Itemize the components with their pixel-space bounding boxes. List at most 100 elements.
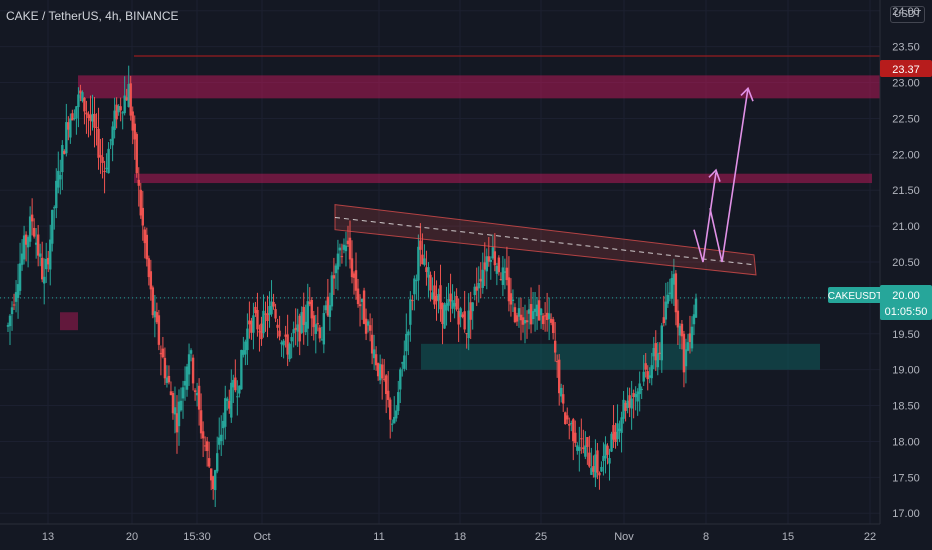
candle-body: [45, 258, 48, 270]
arrowhead-2[interactable]: [740, 86, 754, 102]
candle-body: [558, 359, 561, 394]
candle-body: [399, 369, 402, 390]
candle-body: [419, 240, 422, 250]
arrowhead-1[interactable]: [708, 168, 721, 182]
candle-body: [250, 320, 253, 333]
candle-body: [183, 381, 187, 386]
candle-body: [113, 110, 116, 130]
candle-body: [417, 246, 420, 281]
candle-body: [270, 301, 273, 315]
candle-body: [129, 83, 132, 116]
candle-body: [473, 286, 476, 296]
candle-body: [77, 94, 80, 108]
price-axis[interactable]: 24.00 23.50 23.00 22.50 22.00 21.50 21.00 20.50…: [892, 6, 920, 520]
candle-body: [471, 302, 474, 312]
candle-body: [590, 467, 593, 475]
candle-body: [425, 267, 428, 273]
candle-body: [302, 306, 305, 325]
symbol-title[interactable]: CAKE / TetherUS, 4h, BINANCE: [6, 9, 179, 23]
candle-body: [686, 342, 690, 351]
candle-body: [20, 253, 24, 265]
zones-layer: [0, 55, 880, 370]
candle-body: [216, 453, 219, 472]
time-axis[interactable]: 13 20 15:30 Oct 11 18 25 Nov 8 15 22: [42, 531, 876, 543]
candle-body: [67, 122, 70, 130]
price-tick-label: 23.50: [892, 42, 920, 54]
candle-body: [57, 170, 60, 188]
time-tick-label: 13: [42, 531, 54, 543]
candle-body: [125, 97, 128, 101]
candle-body: [117, 105, 120, 113]
candle-body: [14, 292, 18, 302]
candle-body: [459, 308, 462, 318]
candle-body: [372, 349, 376, 359]
candle-body: [463, 311, 466, 330]
candle-body: [34, 242, 38, 245]
candle-body: [489, 259, 493, 262]
resistance-zone: [60, 312, 78, 331]
candle-body: [137, 179, 140, 186]
candle-body: [276, 324, 279, 328]
descending-channel[interactable]: [334, 204, 757, 276]
candle-body: [266, 313, 269, 321]
candle-body: [580, 438, 583, 440]
symbol-tag: [828, 287, 883, 303]
candle-body: [427, 267, 430, 278]
candle-body: [572, 419, 575, 442]
candle-body: [640, 388, 643, 390]
candle-body: [638, 383, 641, 395]
candle-body: [338, 247, 342, 251]
candle-body: [111, 126, 114, 146]
countdown-label: 01:05:50: [885, 306, 928, 318]
candle-body: [141, 207, 144, 226]
candle-body: [222, 420, 225, 429]
candle-body: [447, 299, 450, 306]
candle-body: [109, 139, 112, 141]
drawings-layer[interactable]: [334, 86, 757, 276]
candle-body: [320, 339, 324, 341]
candle-body: [119, 106, 122, 111]
candle-body: [147, 258, 151, 278]
candle-body: [614, 431, 617, 442]
candle-body: [429, 274, 432, 291]
price-tick-label: 17.00: [892, 508, 920, 520]
projected-path-arrow-1[interactable]: [693, 172, 717, 263]
candle-body: [618, 428, 621, 432]
candle-body: [165, 377, 169, 383]
candle-body: [65, 122, 68, 154]
candle-body: [179, 400, 183, 411]
candle-body: [322, 313, 326, 345]
candle-body: [682, 333, 686, 373]
grid: [0, 0, 880, 524]
candle-body: [294, 327, 297, 330]
candle-body: [598, 472, 601, 476]
candle-body: [584, 445, 587, 457]
candle-body: [389, 399, 392, 420]
candle-body: [97, 128, 100, 158]
candle-body: [40, 257, 44, 280]
candle-body: [348, 237, 352, 260]
candle-body: [376, 363, 380, 377]
candle-body: [209, 468, 213, 481]
candle-body: [628, 395, 631, 408]
candle-body: [193, 390, 197, 392]
candle-body: [606, 445, 609, 455]
candle-body: [582, 447, 585, 450]
candle-body: [549, 318, 553, 323]
candle-body: [509, 293, 513, 305]
candle-body: [523, 319, 527, 324]
candle-body: [364, 318, 368, 334]
candle-body: [678, 325, 682, 336]
candle-body: [423, 258, 426, 265]
candles-layer: [6, 65, 698, 507]
candle-body: [278, 330, 281, 337]
channel-midline[interactable]: [334, 216, 756, 266]
currency-badge[interactable]: USDT: [890, 6, 926, 23]
candle-body: [527, 309, 531, 314]
candle-body: [362, 290, 366, 324]
candle-body: [187, 354, 191, 375]
price-tick-label: 18.00: [892, 436, 920, 448]
candle-body: [660, 325, 664, 361]
projected-path-arrow-2[interactable]: [709, 88, 749, 263]
